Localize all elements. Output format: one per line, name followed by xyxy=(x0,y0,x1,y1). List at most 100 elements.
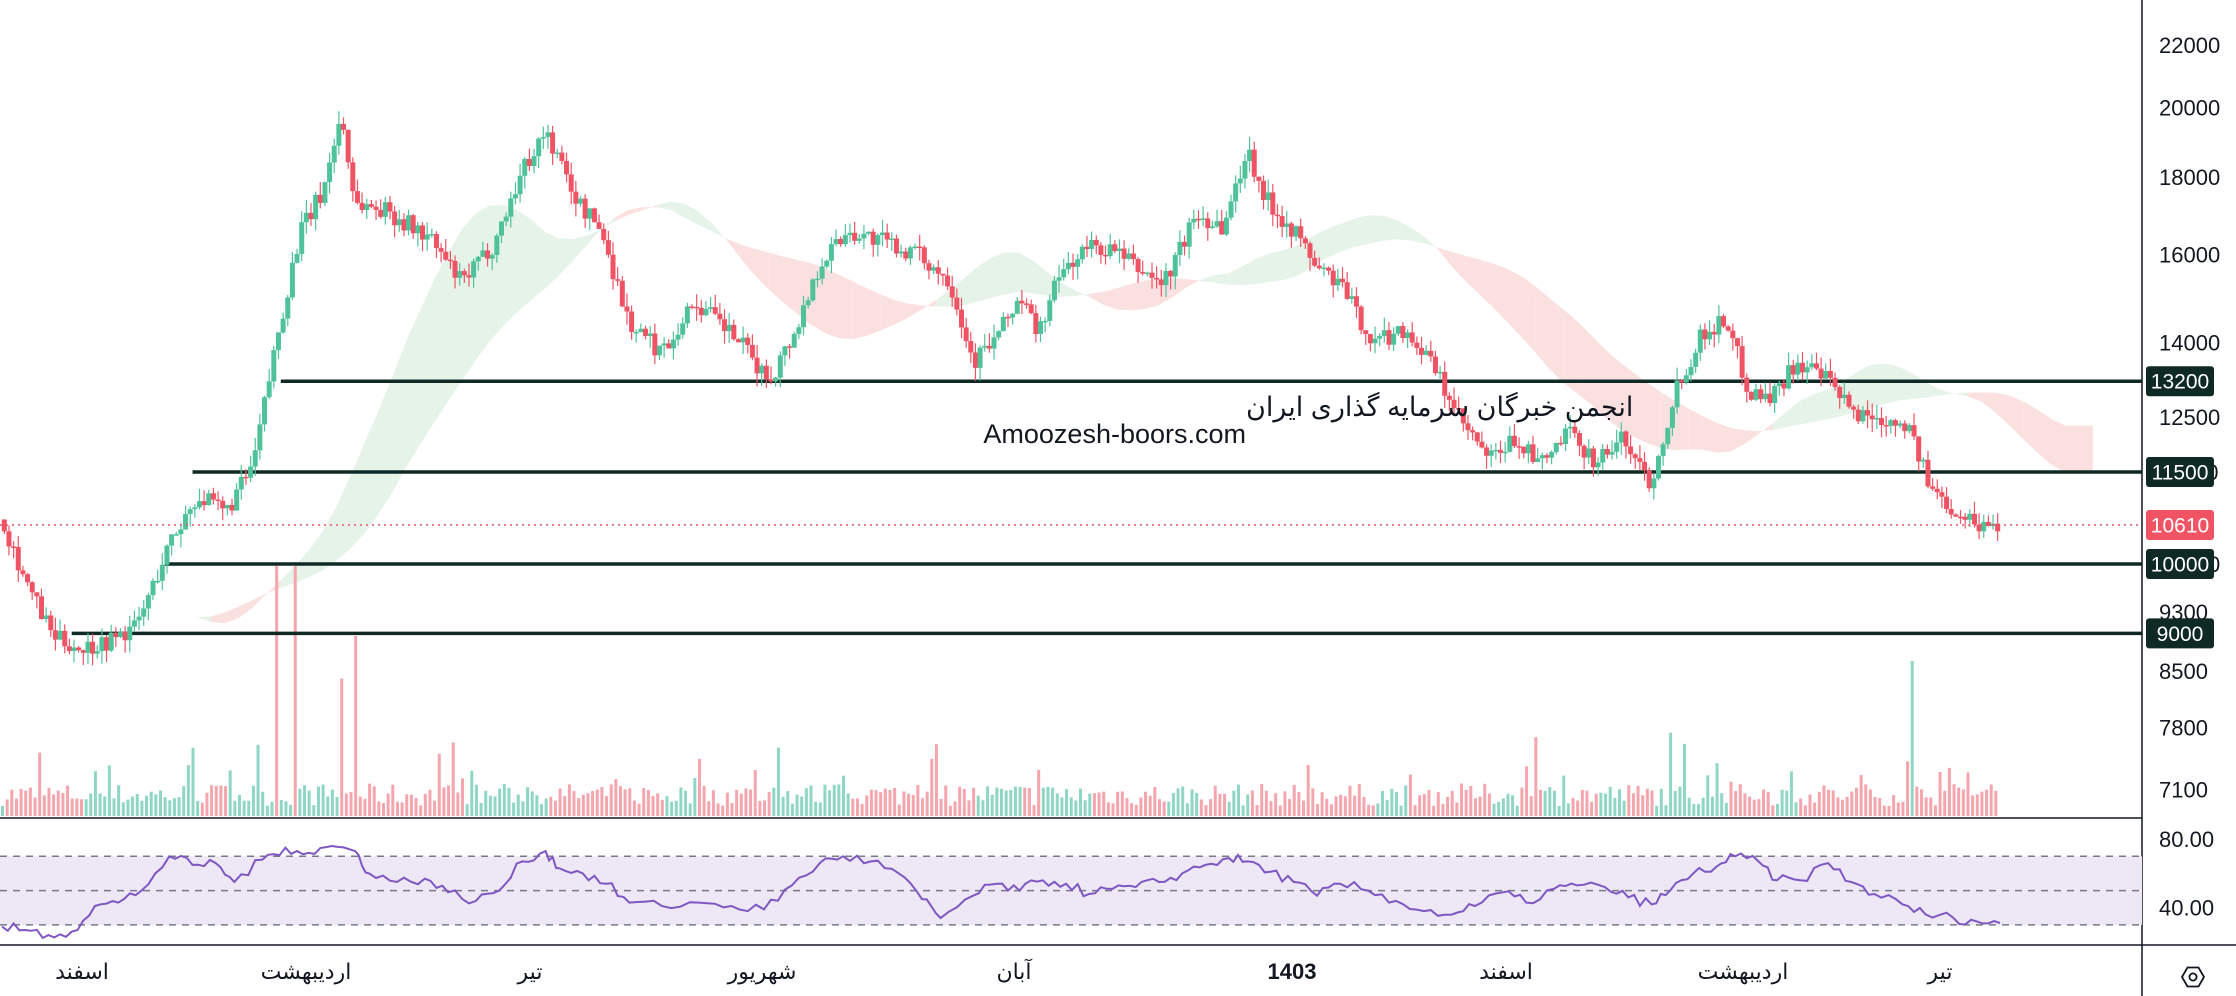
hexagon-settings-icon[interactable] xyxy=(2180,966,2206,988)
cloud-segment xyxy=(1772,411,1787,430)
volume-bar xyxy=(1213,785,1217,816)
candle-body xyxy=(1730,330,1736,339)
candle-body xyxy=(433,234,439,249)
cloud-segment xyxy=(2051,418,2066,472)
candle-body xyxy=(443,251,449,260)
candle-body xyxy=(1270,192,1276,215)
candle-body xyxy=(1075,259,1081,267)
candle-body xyxy=(401,219,407,231)
cloud-segment xyxy=(643,205,658,210)
candle-body xyxy=(1628,446,1634,455)
candle-body xyxy=(1256,176,1262,181)
cloud-segment xyxy=(1507,268,1522,337)
candle-body xyxy=(1804,367,1810,373)
candle-body xyxy=(1265,192,1271,200)
candle-body xyxy=(471,261,477,278)
candle-body xyxy=(791,333,797,348)
candle-body xyxy=(341,123,347,130)
cloud-segment xyxy=(1493,263,1508,323)
watermark: انجمن خبرگان سرمایه گذاری ایران Amoozesh… xyxy=(983,391,1633,449)
cloud-segment xyxy=(378,377,393,515)
volume-bar xyxy=(191,747,195,816)
candle-body xyxy=(1739,346,1745,378)
candle-body xyxy=(708,307,714,309)
candle-body xyxy=(1827,371,1833,378)
volume-bar xyxy=(865,795,869,816)
candle-body xyxy=(824,260,830,267)
candle-body xyxy=(568,174,574,192)
candle-body xyxy=(387,202,393,212)
volume-bar xyxy=(1367,804,1371,816)
cloud-segment xyxy=(1521,276,1536,353)
candle-body xyxy=(1976,524,1982,532)
cloud-segment xyxy=(336,476,351,561)
candle-body xyxy=(308,212,314,220)
candle-body xyxy=(1103,254,1109,257)
volume-bar xyxy=(433,800,437,816)
candle-body xyxy=(485,250,491,259)
candle-body xyxy=(633,332,639,334)
volume-bar xyxy=(911,794,915,816)
candle-body xyxy=(1916,436,1922,462)
candle-body xyxy=(1669,407,1675,428)
candle-body xyxy=(294,253,300,263)
candle-body xyxy=(1920,459,1926,462)
volume-bar xyxy=(1283,791,1287,816)
candle-body xyxy=(1772,385,1778,404)
candle-body xyxy=(48,615,54,631)
volume-bar xyxy=(1320,792,1324,816)
candle-body xyxy=(1637,458,1643,462)
volume-bar xyxy=(479,802,483,816)
volume-bar xyxy=(869,789,873,816)
price-tick-7800: 7800 xyxy=(2159,716,2208,741)
volume-bar xyxy=(1794,802,1798,816)
candle-body xyxy=(1186,222,1192,247)
volume-bar xyxy=(386,793,390,816)
volume-bar xyxy=(1111,803,1115,816)
volume-bar xyxy=(154,794,158,816)
candle-body xyxy=(155,580,161,583)
candle-body xyxy=(1614,442,1620,452)
volume-bar xyxy=(214,785,218,816)
rsi-tick-80.00: 80.00 xyxy=(2159,827,2214,852)
volume-bar xyxy=(1408,774,1412,816)
candle-body xyxy=(406,215,412,231)
candle-body xyxy=(415,225,421,234)
cloud-segment xyxy=(1423,236,1438,250)
volume-bar xyxy=(498,788,502,816)
volume-bar xyxy=(312,805,316,816)
volume-bar xyxy=(763,800,767,816)
candle-body xyxy=(1307,243,1313,258)
volume-bar xyxy=(832,784,836,816)
volume-bar xyxy=(1185,803,1189,816)
cloud-segment xyxy=(1075,290,1090,297)
volume-bar xyxy=(1204,805,1208,816)
candle-body xyxy=(1869,415,1875,420)
candle-body xyxy=(1623,431,1629,447)
candle-body xyxy=(1539,455,1545,459)
candle-body xyxy=(536,138,542,157)
volume-bar xyxy=(1859,775,1863,816)
volume-bar xyxy=(1822,785,1826,816)
candle-body xyxy=(25,574,31,583)
volume-bar xyxy=(623,789,627,816)
volume-bar xyxy=(1116,791,1120,816)
cloud-segment xyxy=(420,280,435,445)
volume-bar xyxy=(995,787,999,816)
candle-body xyxy=(722,319,728,332)
time-axis[interactable]: اسفند اردیبهشت تیر شهریور آبان 1403 اسفند اردیب… xyxy=(55,958,1952,984)
volume-bar xyxy=(1381,791,1385,816)
volume-bar xyxy=(1841,799,1845,816)
cloud-segment xyxy=(796,259,811,325)
support-resistance-levels xyxy=(71,379,2142,636)
candle-body xyxy=(596,222,602,229)
volume-bar xyxy=(372,786,376,816)
volume-bar xyxy=(753,770,757,816)
volume-bar xyxy=(1775,804,1779,816)
volume-bar xyxy=(1176,788,1180,816)
rsi-pane[interactable] xyxy=(0,844,2142,940)
candle-body xyxy=(183,513,189,530)
candle-body xyxy=(615,279,621,281)
candle-body xyxy=(452,260,458,278)
